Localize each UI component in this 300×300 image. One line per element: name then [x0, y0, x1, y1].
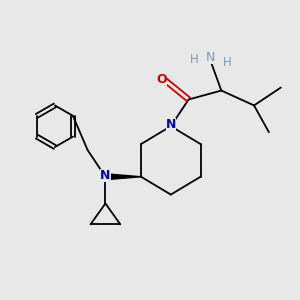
- Text: N: N: [100, 169, 111, 182]
- Text: N: N: [166, 118, 176, 131]
- Text: H: H: [223, 56, 232, 69]
- Text: O: O: [156, 73, 166, 86]
- Text: N: N: [206, 51, 216, 64]
- Text: H: H: [190, 53, 199, 66]
- Polygon shape: [105, 174, 141, 180]
